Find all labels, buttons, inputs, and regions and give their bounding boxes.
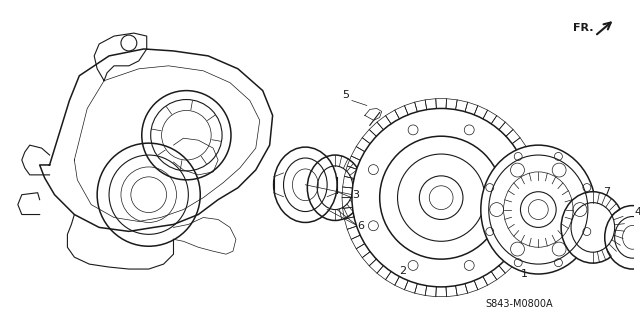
- Text: 1: 1: [520, 269, 527, 279]
- Text: FR.: FR.: [573, 23, 593, 33]
- Ellipse shape: [352, 108, 531, 287]
- Ellipse shape: [605, 206, 640, 269]
- Text: 2: 2: [399, 266, 406, 276]
- Text: 4: 4: [634, 206, 640, 217]
- Text: 3: 3: [352, 190, 359, 200]
- Ellipse shape: [561, 192, 625, 263]
- Text: 7: 7: [603, 187, 610, 197]
- Text: 6: 6: [357, 221, 364, 231]
- Text: S843-M0800A: S843-M0800A: [486, 299, 554, 309]
- Ellipse shape: [481, 145, 596, 274]
- Text: 5: 5: [342, 90, 349, 100]
- Ellipse shape: [380, 136, 502, 259]
